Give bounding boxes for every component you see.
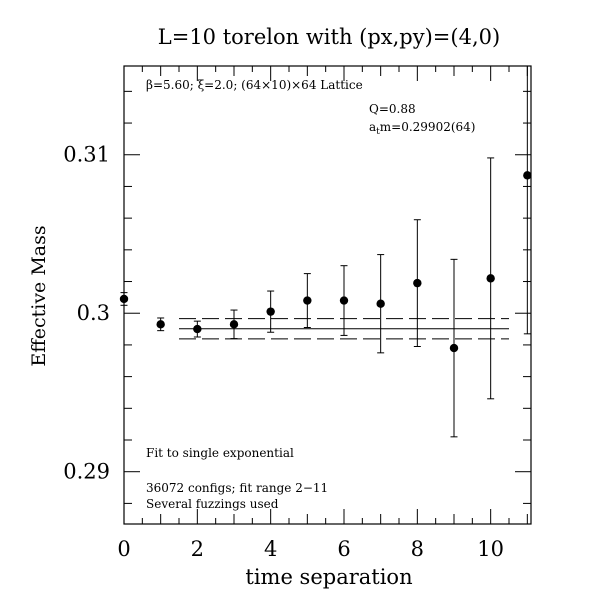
data-point <box>266 307 275 316</box>
x-tick-label: 6 <box>337 537 350 561</box>
q-value-annotation: Q=0.88 <box>369 102 416 116</box>
data-point <box>376 299 385 308</box>
fit-type-annotation: Fit to single exponential <box>146 446 294 460</box>
y-tick-label: 0.29 <box>63 460 110 484</box>
data-point <box>523 171 532 180</box>
axis-ticks <box>123 66 531 524</box>
y-tick-labels: 0.29 0.3 0.31 <box>63 143 110 484</box>
data-point <box>156 320 165 329</box>
x-tick-label: 0 <box>117 537 130 561</box>
mass-annotation-a: a <box>369 120 376 134</box>
fuzzing-annotation: Several fuzzings used <box>146 497 279 511</box>
configs-annotation: 36072 configs; fit range 2−11 <box>146 481 328 495</box>
data-point <box>339 296 349 305</box>
data-point <box>449 343 459 353</box>
x-tick-label: 2 <box>191 537 204 561</box>
data-point <box>303 296 312 305</box>
y-tick-label: 0.3 <box>77 301 110 325</box>
chart-title: L=10 torelon with (px,py)=(4,0) <box>158 25 500 49</box>
mass-annotation-sub: t <box>376 127 380 137</box>
data-point <box>413 278 422 288</box>
mass-annotation-rest: m=0.29902(64) <box>380 120 476 134</box>
x-tick-label: 8 <box>411 537 424 561</box>
data-points <box>119 66 532 438</box>
data-point <box>193 324 202 334</box>
y-tick-label: 0.31 <box>63 143 110 167</box>
mass-annotation: atm=0.29902(64) <box>369 120 475 137</box>
x-tick-label: 10 <box>477 537 504 561</box>
data-point <box>229 320 239 329</box>
y-axis-label: Effective Mass <box>28 225 50 366</box>
x-axis-label: time separation <box>245 565 412 589</box>
x-tick-label: 4 <box>264 537 277 561</box>
data-point <box>119 294 129 304</box>
x-tick-labels: 0 2 4 6 8 10 <box>117 537 504 561</box>
lattice-annotation: β=5.60; ξ=2.0; (64×10)×64 Lattice <box>146 78 363 92</box>
data-point <box>486 274 495 283</box>
